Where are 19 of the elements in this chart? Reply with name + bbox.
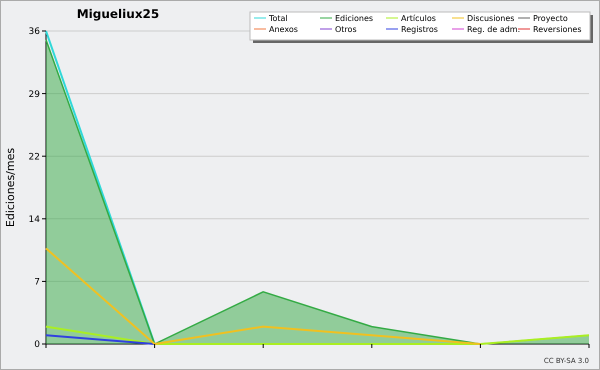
legend-label: Registros [401, 25, 438, 34]
legend-label: Reversiones [533, 25, 582, 34]
legend-label: Anexos [269, 25, 298, 34]
y-tick-label: 22 [28, 152, 40, 162]
legend-label: Discusiones [467, 14, 514, 23]
legend-label: Artículos [401, 14, 436, 23]
y-tick-label: 14 [28, 214, 40, 225]
legend-label: Ediciones [335, 14, 374, 23]
y-tick-label: 36 [28, 27, 40, 38]
y-tick-label: 0 [34, 340, 40, 350]
y-tick-label: 7 [34, 278, 40, 288]
legend-label: Proyecto [533, 14, 568, 23]
legend-label: Total [268, 14, 288, 23]
chart-title: Migueliux25 [76, 7, 160, 21]
legend-label: Reg. de adm. [467, 25, 520, 34]
y-axis-title: Ediciones/mes [4, 148, 17, 228]
y-tick-label: 29 [28, 90, 40, 100]
legend-label: Otros [335, 25, 357, 34]
line-series [45, 247, 482, 345]
